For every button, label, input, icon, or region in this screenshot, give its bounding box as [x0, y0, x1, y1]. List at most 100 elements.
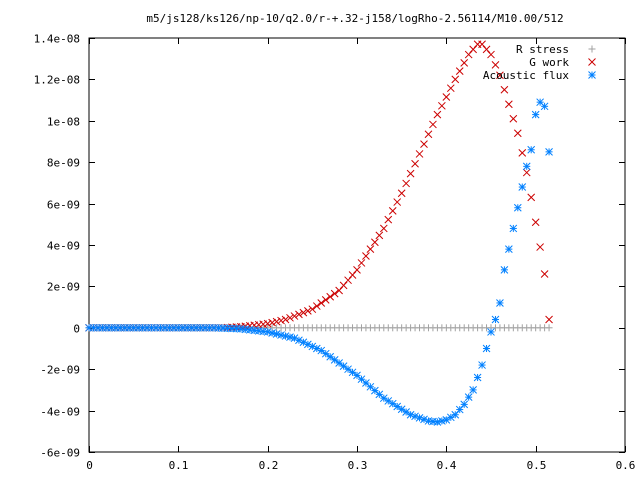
data-point — [469, 386, 477, 394]
y-tick-label: 4e-09 — [47, 240, 80, 253]
chart-title: m5/js128/ks126/np-10/q2.0/r-+.32-j158/lo… — [146, 12, 563, 25]
data-point — [290, 312, 299, 320]
data-point — [326, 352, 335, 361]
data-point — [384, 215, 393, 224]
ticks: 0 0.1 0.2 0.3 0.4 0.5 0.6 -6e-09 -4e-09 -2e-09 0 2e… — [34, 33, 636, 473]
data-point — [527, 145, 536, 154]
data-point — [415, 413, 424, 422]
data-point — [527, 193, 536, 202]
data-point — [277, 331, 285, 339]
data-point — [286, 333, 294, 341]
data-point — [522, 162, 531, 171]
data-point — [362, 252, 370, 260]
data-point — [464, 50, 473, 59]
data-point — [299, 338, 308, 347]
data-point — [505, 100, 513, 109]
legend-label: R stress — [516, 43, 569, 56]
data-point — [545, 324, 553, 332]
data-point — [317, 346, 326, 355]
data-point — [473, 373, 482, 382]
data-point — [312, 302, 321, 310]
data-point — [326, 292, 335, 301]
data-point — [393, 198, 402, 206]
data-point — [366, 245, 375, 253]
data-point — [540, 270, 549, 278]
data-point — [357, 259, 366, 267]
data-point — [509, 114, 518, 123]
legend-marker — [588, 58, 596, 66]
data-point — [460, 58, 469, 67]
data-point — [277, 316, 285, 325]
data-point — [344, 365, 352, 374]
y-tick-label: 1e-08 — [47, 116, 80, 129]
data-point — [339, 281, 348, 290]
data-point — [438, 101, 446, 110]
plot-area — [85, 40, 553, 426]
data-point — [321, 349, 330, 358]
data-point — [509, 224, 518, 233]
data-point — [420, 140, 428, 148]
data-point — [330, 289, 339, 298]
data-point — [540, 102, 549, 111]
data-point — [317, 299, 326, 307]
data-point — [286, 313, 294, 322]
y-tick-label: 6e-09 — [47, 199, 80, 212]
data-point — [487, 50, 495, 59]
data-point — [321, 296, 330, 304]
data-point — [455, 405, 464, 414]
data-point — [415, 150, 424, 158]
data-point — [496, 71, 504, 80]
data-point — [446, 84, 455, 93]
data-point — [406, 169, 415, 178]
data-point — [531, 110, 540, 119]
x-tick-label: 0.6 — [616, 459, 636, 472]
x-tick-label: 0 — [86, 459, 93, 472]
data-point — [513, 129, 522, 138]
data-point — [397, 189, 406, 198]
x-tick-label: 0.2 — [259, 459, 279, 472]
data-point — [500, 85, 509, 94]
data-point — [429, 120, 437, 129]
data-point — [513, 203, 522, 212]
data-point — [496, 299, 504, 307]
data-point — [268, 318, 276, 327]
data-point — [469, 45, 477, 54]
y-tick-label: 8e-09 — [47, 157, 80, 170]
data-point — [531, 218, 540, 227]
x-tick-label: 0.5 — [527, 459, 547, 472]
data-point — [371, 238, 379, 247]
data-point — [402, 179, 410, 188]
data-point — [455, 67, 464, 75]
data-point — [478, 361, 486, 369]
data-point — [371, 386, 379, 395]
data-point — [281, 315, 290, 324]
data-point — [330, 356, 339, 364]
data-point — [518, 183, 527, 191]
data-point — [491, 315, 500, 324]
data-point — [272, 317, 281, 326]
data-point — [304, 307, 312, 315]
data-point — [442, 93, 451, 101]
y-tick-label: 1.2e-08 — [34, 74, 80, 87]
data-point — [263, 328, 272, 336]
data-point — [263, 319, 272, 328]
legend-label: Acoustic flux — [483, 69, 569, 82]
data-point — [308, 342, 317, 351]
data-point — [388, 206, 397, 215]
legend-marker — [588, 45, 596, 53]
data-point — [344, 276, 352, 285]
legend-marker — [588, 71, 596, 79]
series-acoustic-flux — [85, 98, 553, 426]
data-point — [545, 147, 553, 156]
data-point — [451, 410, 460, 419]
x-tick-label: 0.3 — [348, 459, 368, 472]
data-point — [482, 45, 491, 54]
legend-label: G work — [529, 56, 569, 69]
data-point — [259, 327, 268, 336]
data-point — [411, 159, 419, 168]
data-point — [433, 418, 442, 426]
data-point — [379, 224, 388, 233]
y-tick-label: -4e-09 — [40, 406, 80, 419]
x-tick-label: 0.4 — [437, 459, 457, 472]
